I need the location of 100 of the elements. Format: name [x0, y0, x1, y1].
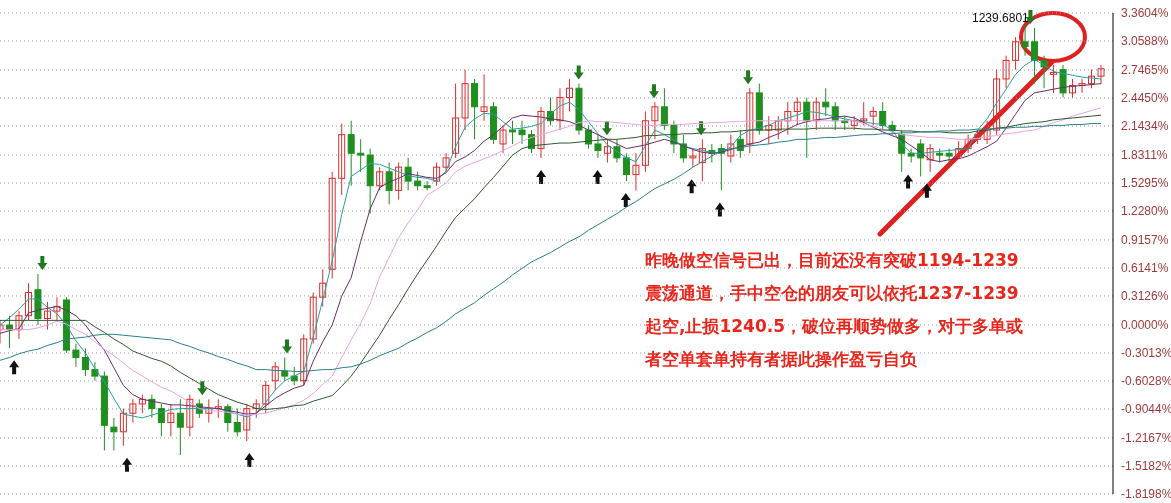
candlestick: [167, 403, 175, 437]
candlestick: [319, 268, 327, 307]
y-tick-label: -0.9044%: [1121, 402, 1171, 417]
candlestick: [271, 361, 279, 391]
candlestick: [43, 301, 51, 331]
candlestick: [300, 333, 308, 386]
candlestick: [338, 123, 346, 196]
candlestick: [328, 171, 336, 280]
candlestick: [347, 120, 355, 187]
y-tick-label: -1.2167%: [1121, 431, 1171, 446]
annotation: 者空单套单持有者据此操作盈亏自负: [645, 348, 918, 371]
candlestick: [964, 134, 972, 154]
candlestick: [1097, 64, 1105, 85]
candlestick: [24, 282, 32, 321]
candlestick: [1069, 78, 1077, 99]
candlestick: [480, 73, 488, 122]
y-tick-label: 3.3604%: [1121, 6, 1169, 21]
candlestick: [727, 134, 735, 164]
candlestick: [129, 398, 137, 424]
candlestick: [945, 148, 953, 164]
y-tick-label: 0.3126%: [1121, 289, 1169, 304]
candlestick: [812, 97, 820, 131]
candlestick: [1059, 64, 1067, 99]
candlestick: [395, 162, 403, 201]
candlestick: [879, 101, 887, 131]
y-tick-label: -0.3013%: [1121, 346, 1171, 361]
candlestick: [157, 403, 165, 437]
y-tick-label: -0.6028%: [1121, 374, 1171, 389]
candlestick: [869, 106, 877, 126]
candlestick: [262, 380, 270, 414]
candlestick: [679, 134, 687, 164]
candlestick: [926, 143, 934, 173]
candlestick: [452, 83, 460, 159]
candlestick: [698, 138, 706, 182]
candlestick: [860, 101, 868, 126]
y-tick-label: 1.2280%: [1121, 204, 1169, 219]
candlestick: [594, 134, 602, 159]
y-tick-label: 2.1434%: [1121, 119, 1169, 134]
candlestick: [518, 120, 526, 145]
candlestick: [385, 162, 393, 205]
candlestick: [765, 115, 773, 145]
candlestick: [822, 87, 830, 117]
candlestick: [746, 87, 754, 154]
candlestick: [176, 398, 184, 456]
candlestick: [423, 180, 431, 191]
candlestick: [442, 152, 450, 173]
candlestick: [660, 87, 668, 131]
candlestick: [641, 110, 649, 173]
candlestick: [148, 394, 156, 419]
candlestick: [119, 408, 127, 447]
candlestick: [651, 101, 659, 140]
candlestick: [72, 343, 80, 368]
candlestick: [186, 394, 194, 437]
candlestick: [81, 347, 89, 377]
candlestick: [471, 78, 479, 140]
candlestick: [565, 78, 573, 112]
candlestick: [233, 408, 241, 437]
candlestick: [15, 310, 23, 340]
y-tick-label: 1.5295%: [1121, 176, 1169, 191]
y-tick-label: -1.8198%: [1121, 487, 1171, 502]
candlestick: [556, 87, 564, 131]
y-tick-label: 0.6141%: [1121, 261, 1169, 276]
annotation: 起空,止损1240.5，破位再顺势做多，对于多单或: [645, 315, 1024, 338]
candlestick: [499, 124, 507, 154]
candlestick: [993, 69, 1001, 136]
candlestick: [603, 138, 611, 164]
candlestick: [433, 162, 441, 187]
candlestick: [1002, 55, 1010, 89]
candlestick: [376, 166, 384, 191]
annotation: 昨晚做空信号已出，目前还没有突破1194-1239: [645, 249, 1020, 272]
candlestick: [414, 171, 422, 191]
candlestick: [1088, 69, 1096, 89]
candlestick: [309, 292, 317, 345]
y-tick-label: 3.0588%: [1121, 34, 1169, 49]
annotation: 震荡通道，手中空仓的朋友可以依托1237-1239: [645, 282, 1020, 305]
y-tick-label: 0.9157%: [1121, 233, 1169, 248]
candlestick: [110, 417, 118, 451]
candlestick: [5, 315, 13, 349]
y-tick-label: 1.8311%: [1121, 148, 1168, 163]
candlestick: [461, 69, 469, 131]
candlestick: [1031, 27, 1039, 85]
candlestick: [281, 357, 289, 382]
y-tick-label: 2.7465%: [1121, 63, 1169, 78]
candlestick: [689, 148, 697, 168]
candlestick: [793, 97, 801, 126]
y-tick-label: -1.5182%: [1121, 459, 1171, 474]
candlestick: [784, 101, 792, 136]
candlestick: [983, 120, 991, 145]
candlestick: [53, 296, 61, 321]
annotation: 1239.6801: [972, 11, 1029, 25]
candlestick: [138, 394, 146, 414]
candlestick: [537, 106, 545, 159]
y-tick-label: 0.0000%: [1121, 318, 1169, 333]
candlestick: [632, 152, 640, 191]
candlestick: [622, 152, 630, 182]
candlestick: [205, 398, 213, 424]
candlestick: [357, 138, 365, 173]
candlestick: [1012, 36, 1020, 71]
candlestick: [252, 398, 260, 419]
candlestick: [509, 120, 517, 145]
